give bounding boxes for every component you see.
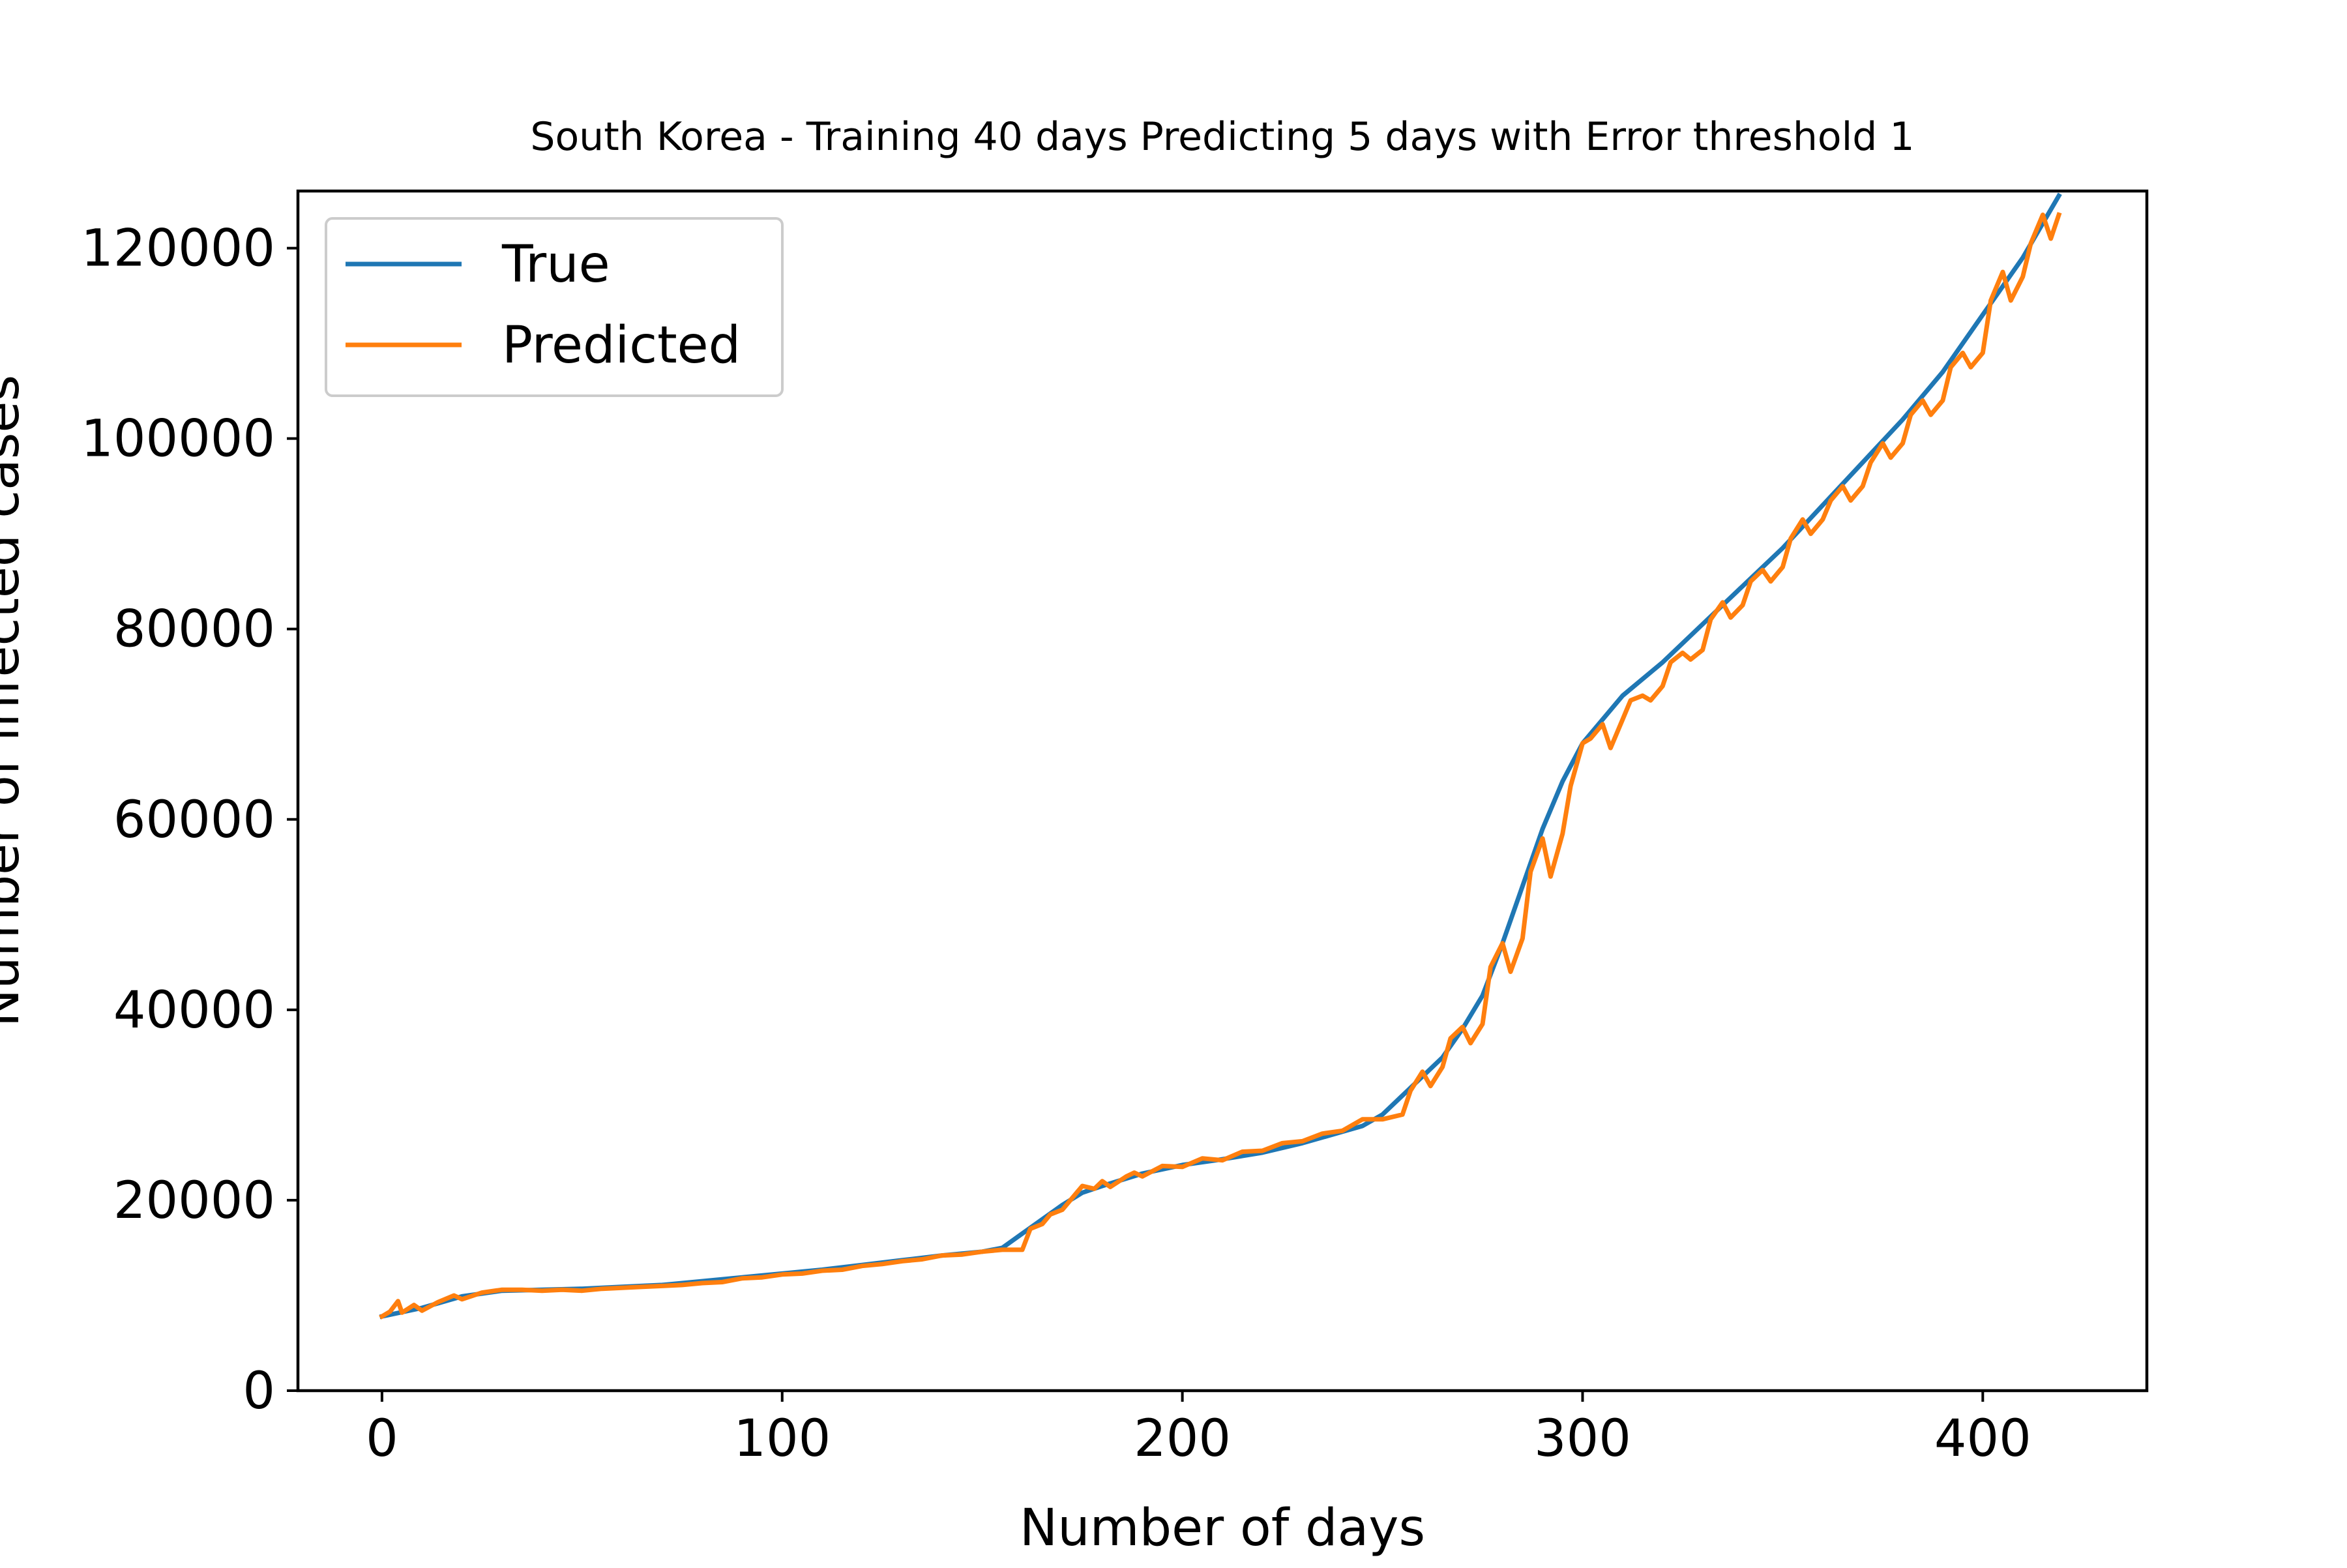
y-tick-label: 20000 xyxy=(113,1172,275,1230)
legend-label-true: True xyxy=(501,235,610,294)
y-axis-label: Number of infected cases xyxy=(0,375,31,1027)
legend-items: True Predicted xyxy=(346,235,741,375)
series-line-predicted xyxy=(379,212,2062,1320)
x-tick-label: 0 xyxy=(366,1410,398,1468)
x-tick-label: 200 xyxy=(1134,1410,1231,1468)
legend-label-predicted: Predicted xyxy=(502,316,741,375)
y-axis: 0 20000 40000 60000 80000 100000 120000 xyxy=(81,220,298,1421)
y-tick-label: 40000 xyxy=(113,981,275,1040)
x-tick-label: 400 xyxy=(1934,1410,2031,1468)
y-tick-label: 80000 xyxy=(113,600,275,659)
x-axis: 0 100 200 300 400 xyxy=(366,1391,2031,1468)
x-tick-label: 100 xyxy=(733,1410,831,1468)
plot-frame xyxy=(296,189,2149,1393)
y-tick-label: 120000 xyxy=(81,220,275,278)
plot-area xyxy=(296,189,2149,1393)
chart-title: South Korea - Training 40 days Predictin… xyxy=(530,114,1914,160)
x-axis-label: Number of days xyxy=(1020,1499,1425,1558)
legend: True Predicted xyxy=(325,217,784,397)
x-tick-label: 300 xyxy=(1534,1410,1631,1468)
y-tick-label: 100000 xyxy=(81,410,275,469)
y-tick-label: 0 xyxy=(243,1362,275,1421)
series-layer xyxy=(379,192,2062,1320)
y-tick-label: 60000 xyxy=(113,791,275,850)
